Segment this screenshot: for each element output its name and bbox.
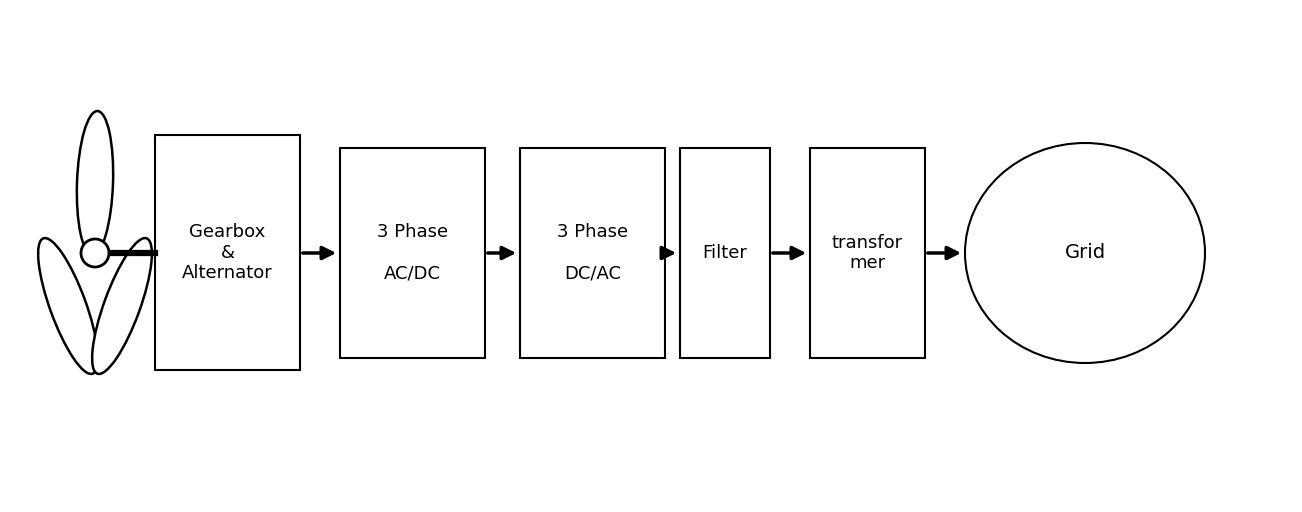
- Text: transfor
mer: transfor mer: [832, 233, 904, 272]
- Text: Grid: Grid: [1065, 244, 1105, 263]
- Bar: [680, 148, 769, 358]
- Text: 3 Phase

AC/DC: 3 Phase AC/DC: [378, 223, 448, 283]
- Bar: [155, 135, 299, 370]
- Ellipse shape: [38, 238, 98, 374]
- Ellipse shape: [965, 143, 1204, 363]
- Bar: [519, 148, 665, 358]
- Bar: [340, 148, 486, 358]
- Circle shape: [81, 239, 109, 267]
- Bar: [810, 148, 924, 358]
- Text: Filter: Filter: [703, 244, 747, 262]
- Ellipse shape: [92, 238, 152, 374]
- Text: Gearbox
&
Alternator: Gearbox & Alternator: [182, 223, 273, 282]
- Ellipse shape: [77, 111, 113, 255]
- Text: 3 Phase

DC/AC: 3 Phase DC/AC: [557, 223, 628, 283]
